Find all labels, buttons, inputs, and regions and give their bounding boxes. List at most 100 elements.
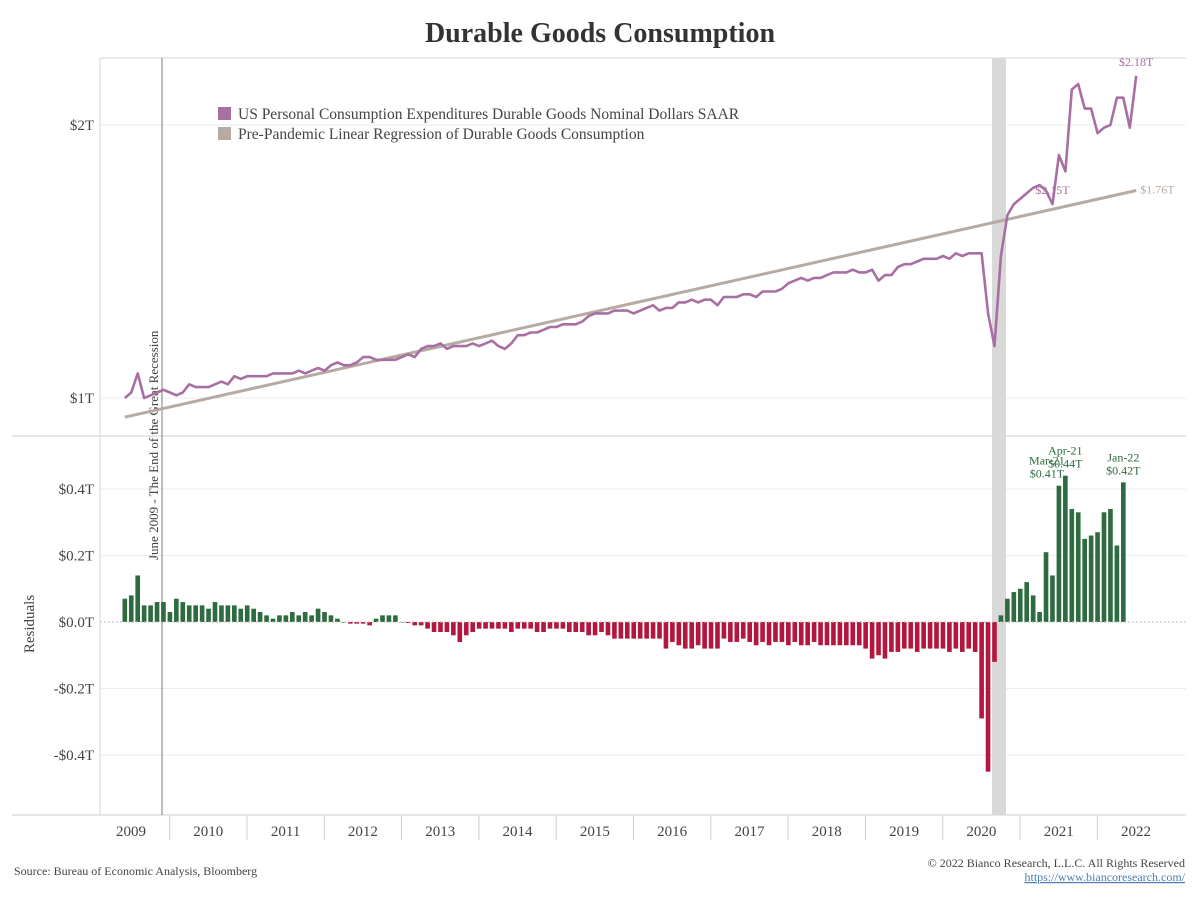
pandemic-shading xyxy=(992,58,1006,815)
pce-line xyxy=(123,75,1138,400)
residual-bar xyxy=(154,602,160,622)
ann-bar-label-2: Jan-22 xyxy=(1107,450,1139,464)
residual-bar xyxy=(618,622,624,639)
residual-bar xyxy=(1043,552,1049,622)
residual-bar xyxy=(444,622,450,632)
residual-bar xyxy=(805,622,810,646)
xtick-2017: 2017 xyxy=(734,824,765,840)
ann-bar-value-0: $0.41T xyxy=(1030,467,1065,481)
residual-bar xyxy=(1114,545,1120,622)
residual-bar xyxy=(869,622,875,659)
residual-bar xyxy=(882,622,888,659)
copyright: © 2022 Bianco Research, L.L.C. All Right… xyxy=(928,856,1185,870)
residual-bar xyxy=(715,622,720,649)
residual-bar xyxy=(425,622,430,629)
xtick-2010: 2010 xyxy=(193,824,223,840)
ann-bar-label-0: Mar-21 xyxy=(1029,454,1065,468)
residual-bar xyxy=(373,618,379,622)
xtick-2016: 2016 xyxy=(657,824,688,840)
residual-bar xyxy=(1101,512,1107,622)
residual-bar xyxy=(708,622,714,649)
residual-bar xyxy=(1108,508,1113,622)
residual-bar xyxy=(309,615,314,622)
residual-bar xyxy=(702,622,707,649)
xtick-2019: 2019 xyxy=(889,824,919,840)
residual-bar xyxy=(534,622,540,632)
residual-bar xyxy=(277,615,282,622)
residual-bar xyxy=(257,612,263,622)
legend-pce: US Personal Consumption Expenditures Dur… xyxy=(238,106,740,123)
residual-bar xyxy=(927,622,933,649)
residual-bar xyxy=(128,595,134,622)
residual-bar xyxy=(360,622,366,624)
residual-bar xyxy=(998,615,1004,622)
residual-bar xyxy=(483,622,488,629)
residual-bar xyxy=(393,615,398,622)
website-link[interactable]: https://www.biancoresearch.com/ xyxy=(1024,870,1185,884)
residual-bar xyxy=(232,605,237,622)
residual-bar xyxy=(367,622,372,626)
residual-bar xyxy=(914,622,920,652)
residual-bar xyxy=(167,612,173,622)
recession-end-label: June 2009 - The End of the Great Recessi… xyxy=(146,330,161,560)
residual-bar xyxy=(186,605,192,622)
residual-bar xyxy=(1030,595,1036,622)
residual-bar xyxy=(515,622,521,629)
residual-bar xyxy=(612,622,617,639)
residual-bar xyxy=(966,622,972,649)
residual-bar xyxy=(141,605,147,622)
residual-bar xyxy=(1082,538,1087,622)
residual-bar xyxy=(740,622,746,639)
residual-bar xyxy=(1069,508,1075,622)
residual-bar xyxy=(760,622,765,642)
residual-bar xyxy=(566,622,572,632)
residual-bar xyxy=(773,622,778,642)
residual-bar xyxy=(921,622,926,649)
residual-bar xyxy=(650,622,656,639)
residual-bar xyxy=(283,615,289,622)
residual-bar xyxy=(856,622,862,646)
ann-bar-label-1: Apr-21 xyxy=(1048,444,1082,458)
residual-bar xyxy=(605,622,611,636)
residual-bar xyxy=(161,602,166,622)
ann-1-76t: $1.76T xyxy=(1140,183,1175,197)
residual-bar xyxy=(1121,482,1126,622)
top-ytick-1: $2T xyxy=(70,118,94,134)
residual-bar xyxy=(972,622,978,652)
residual-bar xyxy=(1063,475,1068,622)
residual-bar xyxy=(296,615,302,622)
frame xyxy=(12,57,1186,816)
bottom-y-axis: $0.4T $0.2T $0.0T -$0.2T -$0.4T xyxy=(54,482,94,764)
residual-bar xyxy=(940,622,946,649)
residual-bar xyxy=(670,622,675,642)
residual-bar xyxy=(206,608,211,622)
residual-bar xyxy=(528,622,533,629)
xtick-2011: 2011 xyxy=(271,824,300,840)
residual-bar xyxy=(985,622,991,772)
x-axis: 2009 2010 2011 2012 2013 2014 2015 2016 2017 2018… xyxy=(116,815,1151,840)
residual-bar xyxy=(289,612,295,622)
xtick-2012: 2012 xyxy=(348,824,378,840)
residual-bar xyxy=(657,622,662,639)
residual-bar xyxy=(463,622,469,636)
residual-bar xyxy=(766,622,772,646)
residual-bar xyxy=(811,622,817,642)
residual-bar xyxy=(592,622,598,636)
residual-bar xyxy=(901,622,907,649)
residual-bar xyxy=(844,622,849,646)
residual-bar xyxy=(1088,535,1094,622)
ann-bar-value-1: $0.44T xyxy=(1048,457,1083,471)
residual-bar xyxy=(579,622,585,632)
xtick-2009: 2009 xyxy=(116,824,146,840)
residual-bar xyxy=(347,622,353,624)
residual-bar xyxy=(734,622,740,642)
residual-bar xyxy=(476,622,482,629)
xtick-2014: 2014 xyxy=(503,824,534,840)
legend: US Personal Consumption Expenditures Dur… xyxy=(218,106,740,143)
residual-bar xyxy=(541,622,546,632)
residual-bar xyxy=(721,622,727,639)
residual-bar xyxy=(644,622,649,639)
residual-bar xyxy=(193,605,198,622)
residual-bar xyxy=(818,622,823,646)
